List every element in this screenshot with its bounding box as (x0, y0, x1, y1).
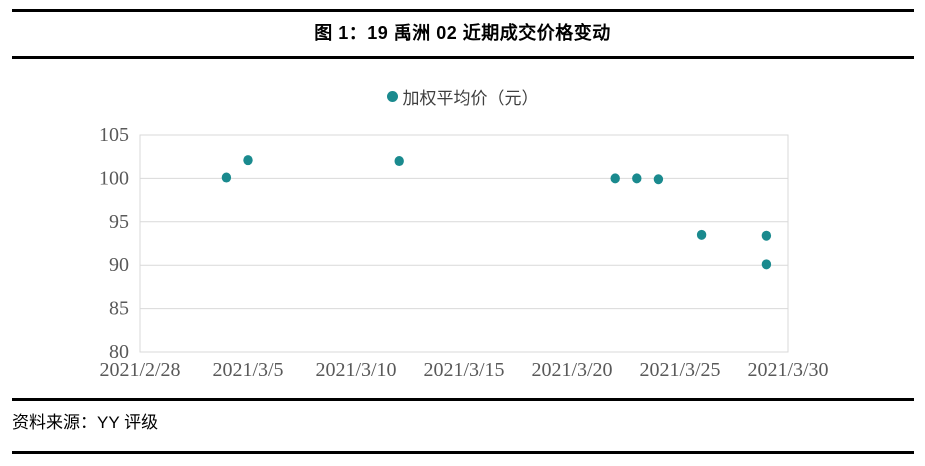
chart-divider-rule (12, 398, 914, 401)
data-point (394, 156, 404, 167)
legend-marker-icon (386, 91, 398, 102)
title-divider-rule (12, 56, 914, 59)
figure-title: 图 1：19 禹洲 02 近期成交价格变动 (314, 23, 611, 43)
price-scatter-chart: 80 85 90 95 100 105 2021/2/28 2021/3/5 2021/3/10… (99, 126, 829, 381)
data-point (761, 259, 772, 270)
plot-border (139, 134, 789, 353)
y-axis-tick-label: 90 (109, 254, 129, 276)
x-axis-tick-label: 2021/2/28 (99, 359, 180, 381)
data-point (243, 155, 253, 166)
data-point (632, 173, 642, 184)
data-point (761, 230, 772, 241)
data-point (696, 229, 707, 240)
x-axis-tick-label: 2021/3/15 (423, 359, 504, 381)
x-axis-tick-label: 2021/3/5 (212, 359, 283, 381)
chart-legend: 加权平均价（元） (0, 84, 925, 109)
top-rule (12, 9, 914, 12)
y-axis-tick-label: 95 (109, 211, 129, 233)
source-note: 资料来源：YY 评级 (12, 413, 159, 432)
bottom-rule (12, 451, 914, 454)
data-point (221, 172, 232, 183)
x-axis-tick-label: 2021/3/20 (531, 359, 612, 381)
y-axis-tick-label: 105 (99, 126, 129, 146)
x-axis-tick-label: 2021/3/10 (315, 359, 396, 381)
y-axis-tick-label: 80 (109, 341, 129, 363)
y-axis-tick-label: 100 (99, 167, 129, 189)
x-axis-tick-label: 2021/3/25 (639, 359, 720, 381)
x-axis-tick-label: 2021/3/30 (747, 359, 828, 381)
y-axis-tick-label: 85 (109, 298, 129, 320)
data-point (610, 173, 620, 184)
legend-label: 加权平均价（元） (402, 89, 539, 108)
data-point (653, 174, 664, 185)
